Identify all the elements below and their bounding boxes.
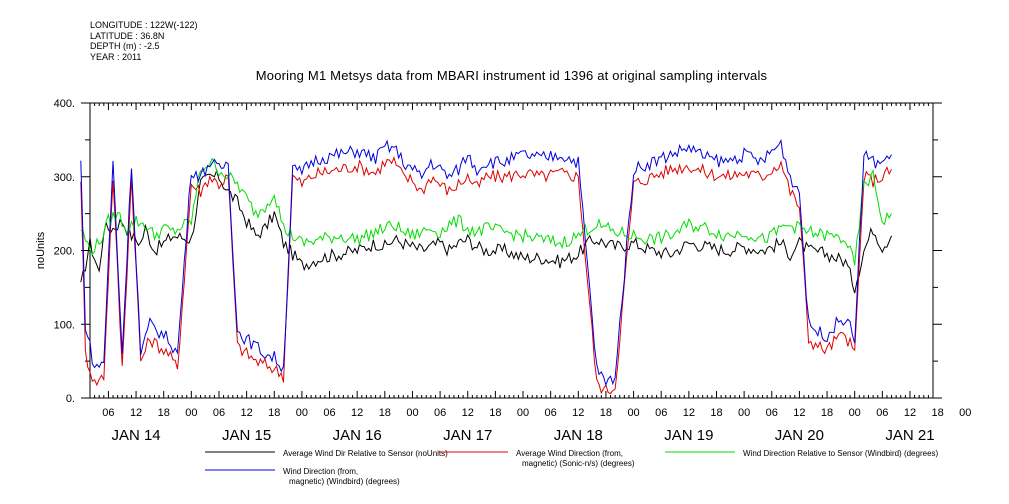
y-axis-label: noUnits [35,231,47,269]
x-hour-label: 06 [655,407,667,419]
x-hour-label: 18 [158,407,170,419]
x-hour-label: 00 [738,407,750,419]
x-hour-label: 00 [296,407,308,419]
x-hour-label: 06 [545,407,557,419]
y-tick-label: 300. [54,172,75,184]
x-hour-label: 12 [130,407,142,419]
latitude-label: LATITUDE : 36.8N [90,30,165,41]
legend-label: magnetic) (Windbird) (degrees) [289,477,400,486]
legend-label: Wind Direction (from, [283,467,358,476]
y-tick-label: 0. [66,393,75,405]
x-hour-label: 06 [766,407,778,419]
series-line [80,156,892,395]
x-hour-label: 06 [102,407,114,419]
x-hour-label: 18 [379,407,391,419]
x-hour-label: 18 [489,407,501,419]
x-hour-label: 12 [240,407,252,419]
series-line [80,138,892,387]
legend-label: Wind Direction Relative to Sensor (Windb… [743,449,939,458]
longitude-label: LONGITUDE : 122W(-122) [90,20,198,30]
y-tick-label: 100. [54,319,75,331]
x-hour-label: 18 [931,407,943,419]
x-hour-label: 00 [185,407,197,419]
year-label: YEAR : 2011 [90,51,142,62]
x-hour-label: 00 [517,407,529,419]
plot-frame [89,102,934,399]
x-hour-label: 18 [268,407,280,419]
x-day-label: JAN 14 [111,427,160,444]
x-hour-label: 00 [849,407,861,419]
x-hour-label: 00 [406,407,418,419]
chart-title: Mooring M1 Metsys data from MBARI instru… [255,68,768,83]
x-hour-label: 18 [821,407,833,419]
depth-label: DEPTH (m) : -2.5 [90,41,160,51]
series-line [80,157,892,266]
x-day-label: JAN 21 [885,427,934,444]
x-day-label: JAN 18 [554,427,603,444]
x-hour-label: 12 [351,407,363,419]
x-hour-label: 12 [462,407,474,419]
x-hour-label: 06 [876,407,888,419]
x-hour-label: 06 [434,407,446,419]
x-day-label: JAN 20 [775,427,824,444]
x-hour-label: 06 [213,407,225,419]
x-hour-label: 00 [959,407,971,419]
x-hour-label: 00 [627,407,639,419]
x-day-label: JAN 15 [222,427,271,444]
x-day-label: JAN 16 [333,427,382,444]
series-line [80,168,892,294]
legend-label: Average Wind Dir Relative to Sensor (noU… [283,449,448,458]
y-tick-label: 200. [54,246,75,258]
y-tick-label: 400. [54,98,75,110]
legend-label: Average Wind Direction (from, [516,449,623,458]
x-hour-label: 18 [710,407,722,419]
x-hour-label: 12 [683,407,695,419]
x-hour-label: 12 [793,407,805,419]
x-hour-label: 12 [904,407,916,419]
metadata-block: LONGITUDE : 122W(-122) LATITUDE : 36.8N … [90,20,198,62]
legend-label: magnetic) (Sonic-n/s) (degrees) [522,459,635,468]
x-hour-label: 06 [323,407,335,419]
x-day-label: JAN 17 [443,427,492,444]
x-day-label: JAN 19 [664,427,713,444]
x-hour-label: 18 [600,407,612,419]
x-hour-label: 12 [572,407,584,419]
